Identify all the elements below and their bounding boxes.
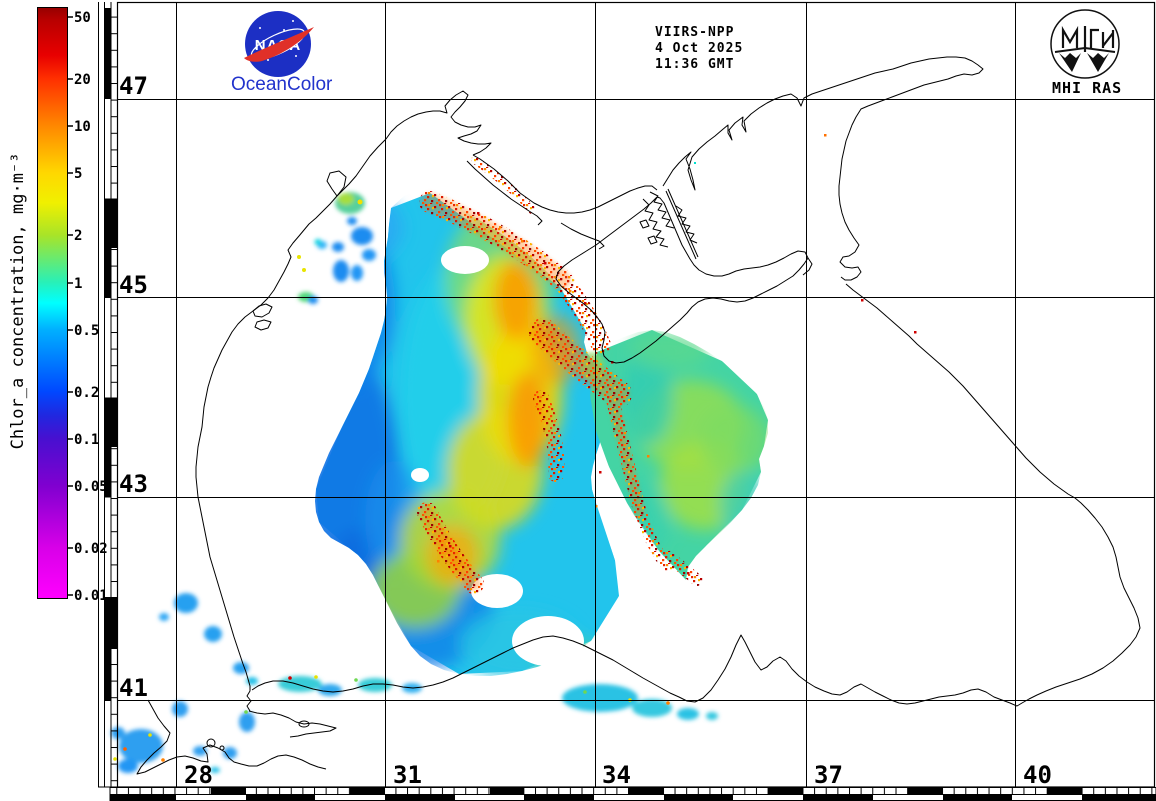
speckle-bands [417, 156, 703, 594]
colorbar-tick-label: 0.01 [74, 588, 108, 604]
colorbar-tick-label: 5 [74, 166, 83, 182]
colorbar-tick-label: 20 [74, 72, 91, 88]
header-satellite: VIIRS-NPP [655, 25, 735, 40]
mhi-ras-label: MHI RAS [1052, 79, 1123, 97]
chlorophyll-data-field [111, 134, 917, 773]
colorbar-title: Chlor_a concentration, mg·m⁻³ [8, 152, 28, 450]
latitude-label: 43 [119, 470, 148, 498]
colorbar-tick-label: 0.02 [74, 541, 108, 557]
longitude-label: 28 [184, 761, 213, 789]
oceancolor-label: OceanColor [231, 74, 333, 95]
header-time: 11:36 GMT [655, 57, 735, 72]
colorbar-tick-label: 2 [74, 228, 83, 244]
latitude-label: 47 [119, 72, 148, 100]
colorbar-tick-label: 50 [74, 10, 91, 26]
longitude-label: 34 [602, 761, 631, 789]
longitude-label: 37 [814, 761, 843, 789]
latitude-label: 41 [119, 674, 148, 702]
bottom-degree-ruler [109, 787, 1156, 801]
header-date: 4 Oct 2025 [655, 41, 744, 56]
colorbar-tick-label: 0.5 [74, 323, 100, 339]
latitude-label: 45 [119, 271, 148, 299]
mhi-ras-logo [1050, 9, 1120, 79]
colorbar-tick-label: 0.1 [74, 432, 100, 448]
no-data-holes [335, 246, 584, 666]
longitude-label: 40 [1023, 761, 1052, 789]
left-degree-ruler [98, 2, 117, 788]
colorbar [37, 7, 73, 599]
coastlines [136, 56, 1141, 775]
graticule-grid [117, 2, 1155, 787]
colorbar-tick-label: 1 [74, 276, 83, 292]
nasa-logo: NASA [244, 11, 314, 77]
colorbar-tick-label: 0.2 [74, 385, 100, 401]
colorbar-ticks [67, 16, 73, 596]
longitude-label: 31 [393, 761, 422, 789]
colorbar-tick-label: 10 [74, 119, 91, 135]
colorbar-tick-label: 0.05 [74, 479, 108, 495]
nasa-swoosh [244, 27, 314, 62]
